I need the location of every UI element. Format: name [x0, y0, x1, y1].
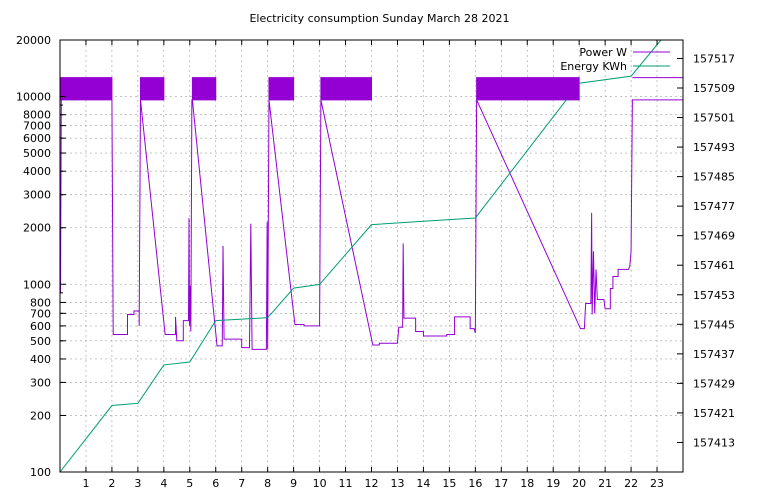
x-tick-label: 6: [212, 477, 219, 490]
y2-tick-label: 157421: [693, 407, 735, 420]
y2-tick-label: 157477: [693, 200, 735, 213]
y2-tick-label: 157453: [693, 289, 735, 302]
y2-tick-label: 157413: [693, 436, 735, 449]
y2-tick-label: 157469: [693, 230, 735, 243]
y-tick-label: 600: [30, 320, 51, 333]
power-block: [60, 77, 112, 100]
y2-tick-label: 157501: [693, 112, 735, 125]
x-tick-label: 1: [82, 477, 89, 490]
x-tick-label: 2: [108, 477, 115, 490]
x-tick-label: 20: [572, 477, 586, 490]
x-tick-label: 4: [160, 477, 167, 490]
legend-label: Power W: [579, 46, 627, 59]
y2-tick-label: 157461: [693, 259, 735, 272]
y-tick-label: 800: [30, 296, 51, 309]
x-tick-label: 9: [290, 477, 297, 490]
y2-tick-label: 157485: [693, 171, 735, 184]
y-tick-label: 10000: [16, 91, 51, 104]
y2-tick-label: 157509: [693, 82, 735, 95]
y-tick-label: 8000: [23, 109, 51, 122]
y2-tick-label: 157445: [693, 318, 735, 331]
x-tick-label: 14: [416, 477, 430, 490]
tick-labels: 1 2 3 4 5 6 7 8 9 10 11 12 13 14 15 16 17 18 19 20 21 22 23100…: [16, 34, 735, 490]
series-layer: [60, 40, 683, 472]
x-tick-label: 15: [442, 477, 456, 490]
x-tick-label: 12: [365, 477, 379, 490]
grid-lines: [60, 40, 683, 472]
series-line-power: [60, 77, 683, 350]
tick-marks: [60, 39, 683, 473]
y-tick-label: 7000: [23, 120, 51, 133]
x-tick-label: 10: [313, 477, 327, 490]
power-block: [192, 77, 216, 100]
x-tick-label: 18: [520, 477, 534, 490]
x-tick-label: 11: [339, 477, 353, 490]
legend-label: Energy KWh: [560, 60, 627, 73]
power-block: [476, 77, 580, 100]
y-tick-label: 400: [30, 353, 51, 366]
x-tick-label: 17: [494, 477, 508, 490]
y2-tick-label: 157517: [693, 52, 735, 65]
chart-title: Electricity consumption Sunday March 28 …: [249, 12, 509, 25]
series-line-energy: [60, 40, 662, 472]
x-tick-label: 16: [468, 477, 482, 490]
y-tick-label: 20000: [16, 34, 51, 47]
y-tick-label: 6000: [23, 132, 51, 145]
y2-tick-label: 157429: [693, 377, 735, 390]
x-tick-label: 21: [598, 477, 612, 490]
power-block: [268, 77, 294, 100]
y-tick-label: 3000: [23, 189, 51, 202]
y-tick-label: 200: [30, 409, 51, 422]
y-tick-label: 500: [30, 335, 51, 348]
x-tick-label: 7: [238, 477, 245, 490]
y-tick-label: 700: [30, 307, 51, 320]
y2-tick-label: 157493: [693, 141, 735, 154]
power-block: [320, 77, 372, 100]
y-tick-label: 5000: [23, 147, 51, 160]
x-tick-label: 23: [650, 477, 664, 490]
y-tick-label: 100: [30, 466, 51, 479]
x-tick-label: 22: [624, 477, 638, 490]
x-tick-label: 19: [546, 477, 560, 490]
power-block: [140, 77, 164, 100]
x-tick-label: 3: [134, 477, 141, 490]
y-tick-label: 1000: [23, 278, 51, 291]
x-tick-label: 13: [390, 477, 404, 490]
y-tick-label: 4000: [23, 165, 51, 178]
x-tick-label: 5: [186, 477, 193, 490]
x-tick-label: 8: [264, 477, 271, 490]
y-tick-label: 300: [30, 376, 51, 389]
y2-tick-label: 157437: [693, 348, 735, 361]
y-tick-label: 2000: [23, 222, 51, 235]
